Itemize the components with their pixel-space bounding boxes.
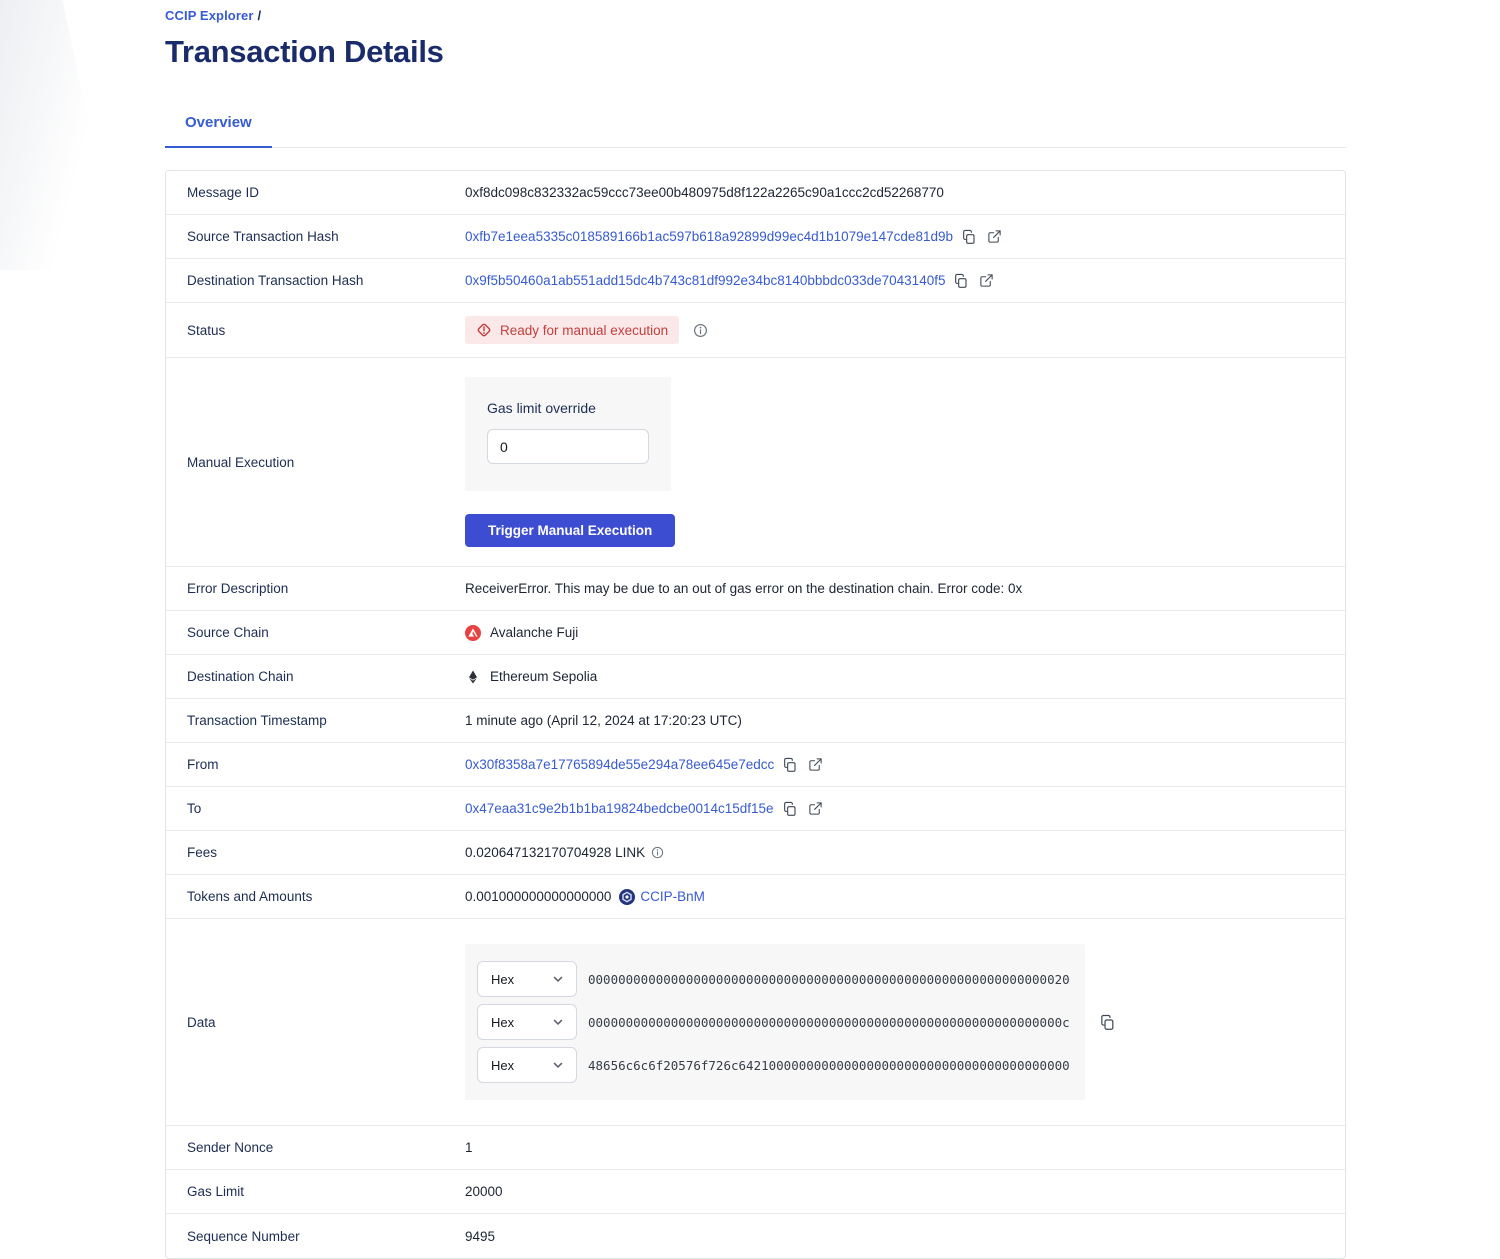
row-tokens-and-amounts: Tokens and Amounts 0.001000000000000000 … — [166, 875, 1345, 919]
gas-limit-value: 20000 — [465, 1184, 503, 1199]
transaction-timestamp-value: 1 minute ago (April 12, 2024 at 17:20:23… — [465, 713, 742, 728]
row-label: Sequence Number — [187, 1228, 300, 1244]
hex-format-value: Hex — [491, 971, 515, 987]
row-message-id: Message ID 0xf8dc098c832332ac59ccc73ee00… — [166, 171, 1345, 215]
row-label: Data — [187, 1014, 216, 1030]
row-label: Fees — [187, 845, 218, 860]
row-from: From 0x30f8358a7e17765894de55e294a78ee64… — [166, 743, 1345, 787]
fees-value: 0.020647132170704928 LINK — [465, 845, 646, 860]
message-id-value: 0xf8dc098c832332ac59ccc73ee00b480975d8f1… — [465, 185, 944, 200]
row-gas-limit: Gas Limit 20000 — [166, 1170, 1345, 1214]
row-data: Data Hex 0000000000000000000000000000000… — [166, 919, 1345, 1126]
row-manual-execution: Manual Execution Gas limit override Trig… — [166, 358, 1345, 567]
row-source-transaction-hash: Source Transaction Hash 0xfb7e1eea5335c0… — [166, 215, 1345, 259]
destination-transaction-hash-link[interactable]: 0x9f5b50460a1ab551add15dc4b743c81df992e3… — [465, 273, 946, 288]
source-chain-value: Avalanche Fuji — [490, 625, 579, 640]
row-label: Destination Transaction Hash — [187, 273, 364, 288]
row-destination-chain: Destination Chain Ethereum Sepolia — [166, 655, 1345, 699]
token-amount-value: 0.001000000000000000 — [465, 889, 612, 904]
chevron-down-icon — [551, 1058, 565, 1072]
chevron-down-icon — [551, 972, 565, 986]
page-content: CCIP Explorer / Transaction Details Overv… — [165, 8, 1346, 1259]
copy-icon[interactable] — [961, 229, 977, 245]
row-status: Status Ready for manual execution — [166, 303, 1345, 358]
breadcrumb-separator: / — [257, 8, 262, 23]
hex-format-select[interactable]: Hex — [477, 1004, 577, 1040]
copy-icon[interactable] — [953, 273, 969, 289]
trigger-manual-execution-button[interactable]: Trigger Manual Execution — [465, 514, 676, 547]
external-link-icon[interactable] — [979, 273, 994, 288]
from-address-link[interactable]: 0x30f8358a7e17765894de55e294a78ee645e7ed… — [465, 757, 775, 772]
sender-nonce-value: 1 — [465, 1140, 473, 1155]
row-destination-transaction-hash: Destination Transaction Hash 0x9f5b50460… — [166, 259, 1345, 303]
background-gradient-decoration — [0, 0, 120, 270]
hex-line: Hex 48656c6c6f20576f726c6421000000000000… — [477, 1047, 1085, 1083]
external-link-icon[interactable] — [987, 229, 1002, 244]
source-transaction-hash-link[interactable]: 0xfb7e1eea5335c018589166b1ac597b618a9289… — [465, 229, 953, 244]
info-icon[interactable] — [651, 846, 664, 859]
chevron-down-icon — [551, 1015, 565, 1029]
destination-chain-value: Ethereum Sepolia — [490, 669, 598, 684]
warning-diamond-icon — [476, 322, 492, 338]
row-to: To 0x47eaa31c9e2b1b1ba19824bedcbe0014c15… — [166, 787, 1345, 831]
ethereum-logo-icon — [465, 669, 481, 685]
breadcrumb-ccip-explorer-link[interactable]: CCIP Explorer — [165, 8, 254, 23]
row-label: Manual Execution — [187, 454, 295, 470]
row-label: Source Transaction Hash — [187, 229, 339, 244]
status-badge-text: Ready for manual execution — [500, 322, 669, 338]
tab-overview[interactable]: Overview — [165, 114, 272, 148]
status-badge: Ready for manual execution — [465, 316, 680, 344]
hex-line: Hex 000000000000000000000000000000000000… — [477, 1004, 1085, 1040]
row-sequence-number: Sequence Number 9495 — [166, 1214, 1345, 1258]
to-address-link[interactable]: 0x47eaa31c9e2b1b1ba19824bedcbe0014c15df1… — [465, 801, 774, 816]
transaction-details-card: Message ID 0xf8dc098c832332ac59ccc73ee00… — [165, 170, 1346, 1259]
breadcrumb: CCIP Explorer / — [165, 8, 1346, 23]
row-transaction-timestamp: Transaction Timestamp 1 minute ago (Apri… — [166, 699, 1345, 743]
row-label: From — [187, 757, 219, 772]
row-label: Source Chain — [187, 625, 269, 640]
page-title: Transaction Details — [165, 34, 444, 69]
copy-icon[interactable] — [782, 801, 798, 817]
hex-format-select[interactable]: Hex — [477, 1047, 577, 1083]
hex-format-value: Hex — [491, 1057, 515, 1073]
row-label: To — [187, 801, 202, 816]
external-link-icon[interactable] — [808, 801, 823, 816]
copy-icon[interactable] — [1099, 1014, 1116, 1031]
error-description-value: ReceiverError. This may be due to an out… — [465, 581, 1023, 596]
hex-data-text: 0000000000000000000000000000000000000000… — [588, 971, 1070, 987]
data-hex-panel: Hex 000000000000000000000000000000000000… — [465, 944, 1085, 1100]
row-label: Gas Limit — [187, 1184, 245, 1199]
row-label: Message ID — [187, 185, 260, 200]
tab-bar: Overview — [165, 114, 1346, 148]
info-icon[interactable] — [693, 323, 708, 338]
row-label: Sender Nonce — [187, 1140, 274, 1155]
hex-format-value: Hex — [491, 1014, 515, 1030]
row-label: Transaction Timestamp — [187, 713, 327, 728]
row-source-chain: Source Chain Avalanche Fuji — [166, 611, 1345, 655]
hex-format-select[interactable]: Hex — [477, 961, 577, 997]
row-label: Status — [187, 322, 226, 338]
hex-line: Hex 000000000000000000000000000000000000… — [477, 961, 1085, 997]
copy-icon[interactable] — [782, 757, 798, 773]
ccip-bnm-token-icon — [619, 888, 636, 905]
ccip-bnm-token-link[interactable]: CCIP-BnM — [640, 889, 705, 904]
hex-data-text: 48656c6c6f20576f726c64210000000000000000… — [588, 1057, 1070, 1073]
row-label: Tokens and Amounts — [187, 889, 313, 904]
gas-limit-override-input[interactable] — [487, 429, 649, 464]
gas-limit-override-panel: Gas limit override — [465, 377, 671, 491]
row-label: Error Description — [187, 581, 289, 596]
hex-data-text: 0000000000000000000000000000000000000000… — [588, 1014, 1070, 1030]
gas-limit-override-label: Gas limit override — [487, 400, 596, 416]
row-sender-nonce: Sender Nonce 1 — [166, 1126, 1345, 1170]
sequence-number-value: 9495 — [465, 1228, 496, 1244]
external-link-icon[interactable] — [808, 757, 823, 772]
row-fees: Fees 0.020647132170704928 LINK — [166, 831, 1345, 875]
row-label: Destination Chain — [187, 669, 294, 684]
row-error-description: Error Description ReceiverError. This ma… — [166, 567, 1345, 611]
avalanche-logo-icon — [465, 624, 481, 641]
